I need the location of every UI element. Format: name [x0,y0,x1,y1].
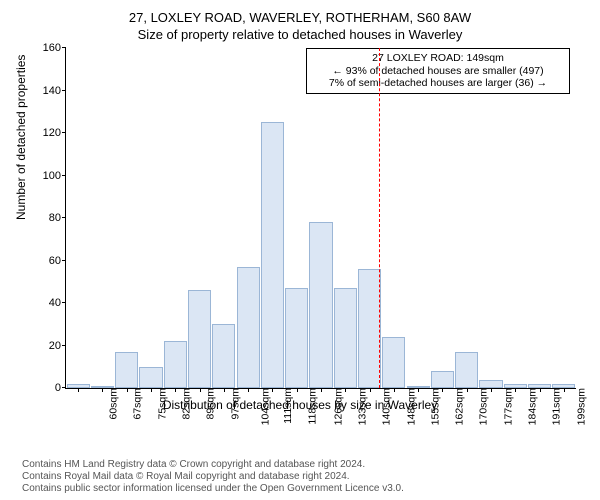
x-tick-mark [442,388,443,392]
y-tick-mark [62,302,66,303]
x-tick-mark [418,388,419,392]
histogram-bar [431,371,454,388]
x-tick-mark [297,388,298,392]
y-tick-label: 80 [31,212,61,224]
x-tick-mark [345,388,346,392]
histogram-bar [382,337,405,388]
histogram-bar [164,341,187,388]
histogram-bar [285,288,308,388]
source-line-1: Contains HM Land Registry data © Crown c… [22,459,365,470]
property-marker-line [379,48,381,388]
x-tick-mark [515,388,516,392]
histogram-bar [479,380,502,389]
histogram-bar [115,352,138,388]
x-tick-mark [491,388,492,392]
x-tick-mark [272,388,273,392]
annotation-line-3: 7% of semi-detached houses are larger (3… [313,77,563,90]
annotation-line-2: ← 93% of detached houses are smaller (49… [313,65,563,78]
y-tick-mark [62,260,66,261]
x-tick-mark [102,388,103,392]
y-tick-mark [62,217,66,218]
y-tick-label: 140 [31,85,61,97]
source-line-2: Contains Royal Mail data © Royal Mail co… [22,471,350,482]
x-tick-mark [248,388,249,392]
y-tick-label: 100 [31,170,61,182]
x-tick-mark [78,388,79,392]
histogram-bar [237,267,260,388]
x-tick-mark [394,388,395,392]
x-tick-mark [370,388,371,392]
x-tick-mark [151,388,152,392]
chart-title-sub: Size of property relative to detached ho… [10,27,590,42]
chart-container: 27, LOXLEY ROAD, WAVERLEY, ROTHERHAM, S6… [10,10,590,450]
y-tick-mark [62,47,66,48]
histogram-bar [309,222,332,388]
y-tick-label: 160 [31,42,61,54]
histogram-bar [139,367,162,388]
y-tick-label: 40 [31,297,61,309]
x-tick-mark [540,388,541,392]
histogram-bar [455,352,478,388]
annotation-line-1: 27 LOXLEY ROAD: 149sqm [313,52,563,65]
y-tick-label: 120 [31,127,61,139]
x-tick-mark [200,388,201,392]
y-tick-mark [62,90,66,91]
marker-annotation-box: 27 LOXLEY ROAD: 149sqm ← 93% of detached… [306,48,570,94]
y-tick-mark [62,387,66,388]
chart-axes: 27 LOXLEY ROAD: 149sqm ← 93% of detached… [65,48,576,389]
x-tick-mark [127,388,128,392]
y-tick-label: 20 [31,340,61,352]
source-line-3: Contains public sector information licen… [22,483,404,494]
y-tick-mark [62,132,66,133]
histogram-bar [334,288,357,388]
y-tick-mark [62,345,66,346]
histogram-bar [212,324,235,388]
histogram-bar [358,269,381,388]
x-tick-mark [564,388,565,392]
y-axis-label: Number of detached properties [14,55,28,220]
y-tick-label: 60 [31,255,61,267]
x-axis-label: Distribution of detached houses by size … [10,398,590,412]
y-tick-mark [62,175,66,176]
chart-title-main: 27, LOXLEY ROAD, WAVERLEY, ROTHERHAM, S6… [10,10,590,25]
x-tick-mark [321,388,322,392]
histogram-bar [261,122,284,388]
x-tick-mark [467,388,468,392]
x-tick-mark [175,388,176,392]
x-tick-mark [224,388,225,392]
histogram-bar [188,290,211,388]
y-tick-label: 0 [31,382,61,394]
